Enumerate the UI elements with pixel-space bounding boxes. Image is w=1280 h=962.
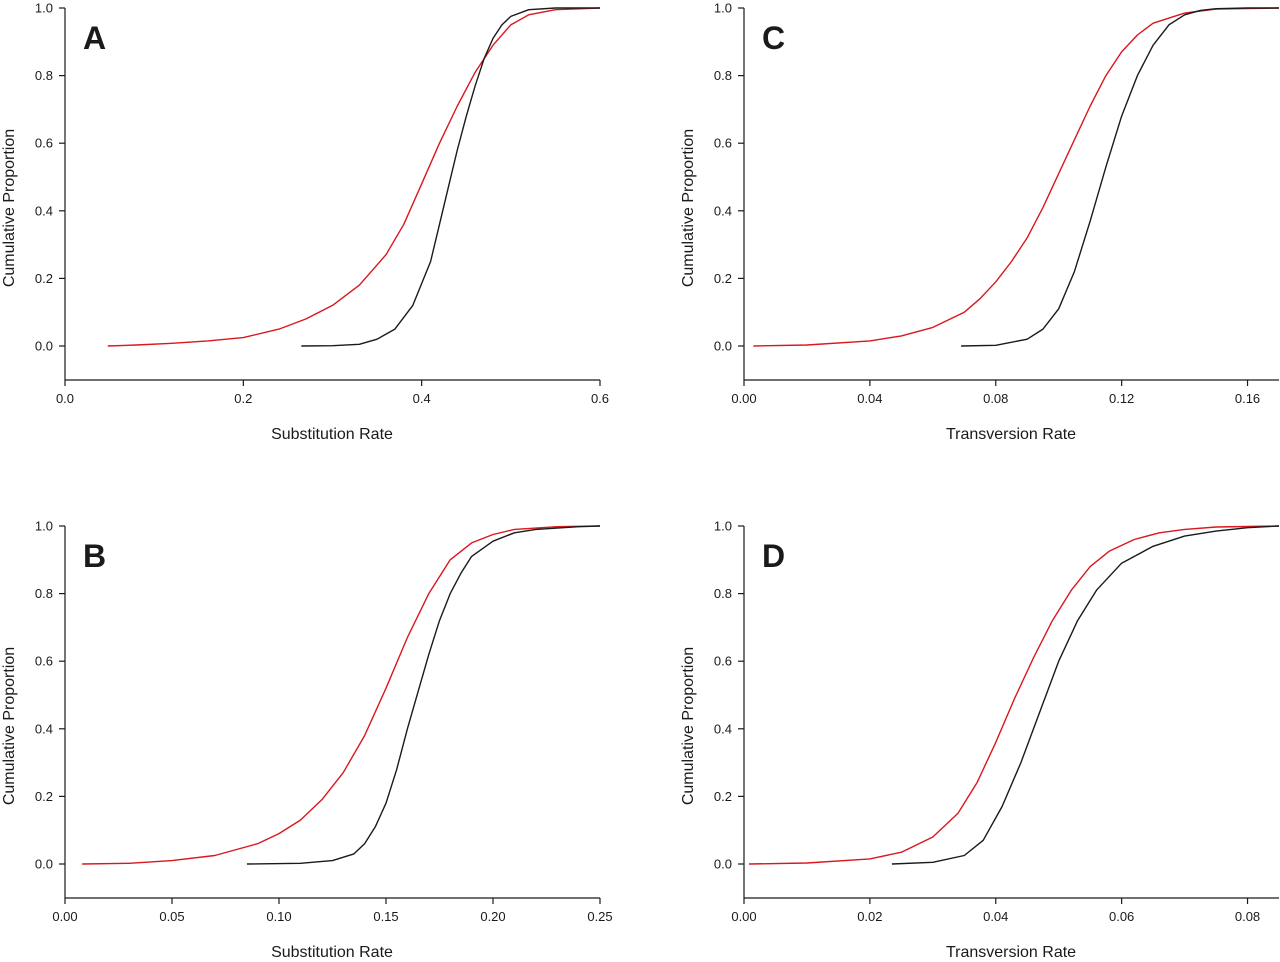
panel-d-x-tick-label: 0.02 [857, 909, 882, 924]
panel-d-series-red-line [748, 525, 1280, 865]
panel-b: 0.0 0.2 0.4 0.6 0.8 1.0 0.00 0.05 0.10 0.15 0.20 0.… [1, 519, 613, 962]
panel-a-x-tick-label: 0.0 [56, 391, 74, 406]
panel-c-series-black-line [961, 7, 1279, 347]
panel-d-x-tick-label: 0.06 [1109, 909, 1134, 924]
panel-d-x-tick-label: 0.00 [731, 909, 756, 924]
panel-d-series-black-line [891, 525, 1280, 865]
panel-b-x-tick-label: 0.25 [587, 909, 612, 924]
panel-c-y-tick-label: 0.4 [714, 203, 732, 218]
panel-d-y-tick-label: 0.0 [714, 857, 732, 872]
panel-b-x-tick-label: 0.00 [52, 909, 77, 924]
panel-b-y-tick-label: 0.2 [35, 789, 53, 804]
panel-d: 0.0 0.2 0.4 0.6 0.8 1.0 0.00 0.02 0.04 0.06 0.08 Tr… [680, 519, 1280, 961]
panel-b-y-tick-label: 0.8 [35, 586, 53, 601]
panel-a-series-red-line [107, 7, 601, 347]
panel-c-x-tick-label: 0.12 [1109, 391, 1134, 406]
panel-b-y-tick-label: 0.4 [35, 721, 53, 736]
panel-a-x-tick-label: 0.4 [413, 391, 431, 406]
panel-d-x-tick-label: 0.04 [983, 909, 1008, 924]
panel-a-y-tick-label: 0.6 [35, 136, 53, 151]
panel-a-x-tick-label: 0.2 [234, 391, 252, 406]
panel-b-y-tick-label: 0.0 [35, 857, 53, 872]
panel-c-y-axis-label: Cumulative Proportion [680, 129, 697, 287]
panel-c: 0.0 0.2 0.4 0.6 0.8 1.0 0.00 0.04 0.08 0.12 0.16 Tr… [680, 1, 1280, 443]
panel-c-y-tick-label: 0.2 [714, 271, 732, 286]
panel-b-x-axis-label: Substitution Rate [271, 944, 393, 961]
panel-b-y-tick-label: 0.6 [35, 654, 53, 669]
panel-c-x-axis-label: Transversion Rate [946, 426, 1076, 443]
panel-c-y-tick-label: 1.0 [714, 1, 732, 16]
panel-a-y-tick-label: 0.4 [35, 203, 53, 218]
panel-d-x-axis-label: Transversion Rate [946, 944, 1076, 961]
panel-c-x-tick-label: 0.08 [983, 391, 1008, 406]
panel-a-y-tick-label: 0.0 [35, 339, 53, 354]
panel-d-y-axis-label: Cumulative Proportion [680, 647, 697, 805]
panel-b-x-tick-label: 0.10 [266, 909, 291, 924]
panel-b-y-axis-label: Cumulative Proportion [1, 647, 18, 805]
panel-b-x-tick-label: 0.20 [480, 909, 505, 924]
panel-d-x-tick-label: 0.08 [1235, 909, 1260, 924]
panel-a-letter: A [83, 20, 106, 56]
panel-a-y-tick-label: 0.2 [35, 271, 53, 286]
panel-a-series-black-line [301, 7, 600, 347]
panel-d-y-tick-label: 0.6 [714, 654, 732, 669]
panel-a-x-tick-label: 0.6 [591, 391, 609, 406]
panel-c-y-tick-label: 0.0 [714, 339, 732, 354]
panel-a-y-axis-label: Cumulative Proportion [1, 129, 18, 287]
panel-b-letter: B [83, 538, 106, 574]
panel-b-x-tick-label: 0.05 [159, 909, 184, 924]
panel-d-y-tick-label: 1.0 [714, 519, 732, 534]
panel-c-y-tick-label: 0.6 [714, 136, 732, 151]
panel-d-y-tick-label: 0.8 [714, 586, 732, 601]
panel-d-y-tick-label: 0.2 [714, 789, 732, 804]
panel-b-y-tick-label: 1.0 [35, 519, 53, 534]
panel-c-x-tick-label: 0.16 [1235, 391, 1260, 406]
panel-d-y-tick-label: 0.4 [714, 721, 732, 736]
panel-c-letter: C [762, 20, 785, 56]
panel-a-x-axis-label: Substitution Rate [271, 426, 393, 443]
panel-a-y-tick-label: 0.8 [35, 68, 53, 83]
panel-a: 0.0 0.2 0.4 0.6 0.8 1.0 0.0 0.2 0.4 0.6 Substituti… [1, 1, 609, 444]
panel-b-series-red-line [82, 525, 601, 865]
panel-d-letter: D [762, 538, 785, 574]
panel-a-y-tick-label: 1.0 [35, 1, 53, 16]
panel-b-x-tick-label: 0.15 [373, 909, 398, 924]
panel-b-series-black-line [246, 525, 601, 865]
panel-c-x-tick-label: 0.04 [857, 391, 882, 406]
panel-c-y-tick-label: 0.8 [714, 68, 732, 83]
panel-c-x-tick-label: 0.00 [731, 391, 756, 406]
panel-c-series-red-line [753, 7, 1280, 347]
